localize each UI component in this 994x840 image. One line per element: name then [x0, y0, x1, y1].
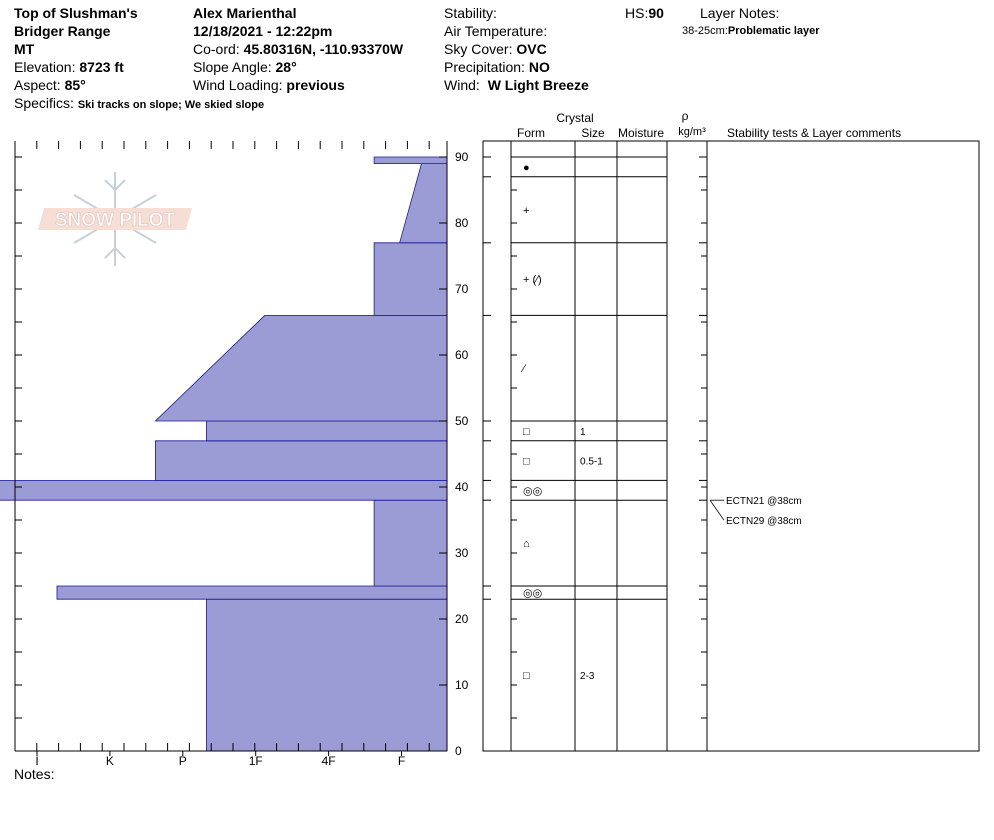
precip-label: Precipitation:: [444, 59, 525, 75]
hardness-layer-3: [0, 479, 448, 501]
hardness-profile: [0, 156, 448, 752]
layer-form-5: □: [523, 456, 530, 468]
x-tick-label: I: [35, 754, 38, 768]
hs: HS:90: [625, 4, 664, 22]
y-tick-label: 40: [455, 480, 469, 494]
coordinates: Co-ord: 45.80316N, -110.93370W: [193, 40, 403, 58]
slope-value: 28°: [275, 59, 297, 75]
x-tick-label: 4F: [322, 754, 336, 768]
x-tick-label: F: [398, 754, 405, 768]
stability-label: Stability:: [444, 5, 497, 21]
hardness-layer-9: [373, 156, 448, 165]
layer-form-4: □: [523, 426, 530, 438]
logo-banner: [38, 208, 192, 230]
hardness-layer-5: [206, 420, 448, 442]
layer-size-5: 0.5-1: [580, 457, 603, 468]
col-form: Form: [517, 126, 545, 140]
hs-label: HS:: [625, 5, 649, 21]
layer-notes-label: Layer Notes:: [700, 5, 780, 21]
y-tick-label: 60: [455, 348, 469, 362]
location-line2: Bridger Range: [14, 23, 111, 39]
layer-form-1: +: [523, 205, 529, 217]
layer-form-8: ◎◎: [523, 588, 542, 600]
elevation: Elevation: 8723 ft: [14, 58, 124, 76]
col-stability: Stability tests & Layer comments: [727, 126, 901, 140]
aspect: Aspect: 85°: [14, 76, 86, 94]
hardness-layer-6: [154, 314, 448, 422]
hs-value: 90: [648, 5, 664, 21]
layer-form-6: ◎◎: [523, 485, 542, 497]
wind: Wind: W Light Breeze: [444, 76, 589, 94]
sky-value: OVC: [516, 41, 547, 57]
layer-note: 38-25cm:Problematic layer: [682, 22, 820, 40]
precipitation: Precipitation: NO: [444, 58, 550, 76]
y-tick-label: 20: [455, 612, 469, 626]
wind-label: Wind:: [444, 77, 480, 93]
x-tick-label: K: [106, 754, 114, 768]
specifics-value: Ski tracks on slope; We skied slope: [77, 99, 265, 111]
stability-test-1: ECTN29 @38cm: [726, 516, 802, 527]
layer-table: ● + + (⁄) ⁄ □ 1 □ 0.5-1 ◎◎ ⌂ ◎◎ □ 2-3 ECTN21 @38cm ECT…: [482, 140, 980, 752]
hardness-layer-0: [206, 598, 448, 752]
observer: Alex Marienthal: [193, 5, 297, 21]
elevation-value: 8723 ft: [79, 59, 124, 75]
col-moisture: Moisture: [618, 126, 664, 140]
stability-arrow-1: [709, 499, 725, 521]
aspect-value: 85°: [64, 77, 86, 93]
snowpilot-logo: SNOW PILOT: [38, 172, 192, 266]
layer-note-range: 38-25cm:: [682, 25, 728, 37]
slope-angle: Slope Angle: 28°: [193, 58, 297, 76]
layer-size-4: 1: [580, 427, 586, 438]
logo-text: SNOW PILOT: [55, 210, 176, 231]
layer-form-9: □: [523, 670, 530, 682]
layer-form-0: ●: [523, 162, 530, 174]
stability-test-0: ECTN21 @38cm: [726, 496, 802, 507]
aspect-label: Aspect:: [14, 77, 61, 93]
col-crystal: Crystal: [556, 111, 593, 125]
y-tick-label: 80: [455, 216, 469, 230]
location-line1: Top of Slushman's: [14, 5, 138, 21]
y-tick-label: 0: [455, 744, 462, 758]
chart-axes: 0 10 20 30 40 50 60 70 80 90 I K P 1F 4F F: [14, 141, 469, 768]
coord-value: 45.80316N, -110.93370W: [243, 41, 404, 57]
layer-form-3: ⁄: [520, 363, 527, 375]
layer-form-7: ⌂: [523, 538, 530, 550]
layer-form-2: + (⁄): [523, 274, 542, 286]
x-tick-label: 1F: [249, 754, 263, 768]
sky-cover: Sky Cover: OVC: [444, 40, 547, 58]
y-tick-label: 10: [455, 678, 469, 692]
datetime: 12/18/2021 - 12:22pm: [193, 23, 333, 39]
x-tick-label: P: [179, 754, 187, 768]
layer-size-9: 2-3: [580, 671, 595, 682]
wind-value: W Light Breeze: [487, 77, 589, 93]
air-temp-label: Air Temperature:: [444, 23, 548, 39]
col-size: Size: [581, 126, 605, 140]
y-tick-label: 50: [455, 414, 469, 428]
specifics-label: Specifics:: [14, 95, 74, 111]
y-tick-label: 90: [455, 150, 469, 164]
sky-label: Sky Cover:: [444, 41, 513, 57]
y-tick-label: 70: [455, 282, 469, 296]
wind-loading-label: Wind Loading:: [193, 77, 283, 93]
layer-note-text: Problematic layer: [727, 25, 820, 37]
hardness-layer-2: [373, 499, 448, 587]
coord-label: Co-ord:: [193, 41, 240, 57]
y-tick-label: 30: [455, 546, 469, 560]
table-frame: [482, 140, 980, 752]
wind-loading-value: previous: [286, 77, 345, 93]
elevation-label: Elevation:: [14, 59, 76, 75]
hardness-layer-8: [399, 163, 448, 244]
hardness-layer-7: [373, 242, 448, 316]
slope-label: Slope Angle:: [193, 59, 272, 75]
wind-loading: Wind Loading: previous: [193, 76, 345, 94]
hardness-layer-4: [154, 440, 448, 481]
col-rho: ρ: [682, 109, 689, 123]
col-density-unit: kg/m³: [678, 126, 706, 138]
notes-label: Notes:: [14, 766, 55, 782]
specifics: Specifics: Ski tracks on slope; We skied…: [14, 94, 264, 114]
hardness-layer-1: [56, 585, 448, 600]
precip-value: NO: [528, 59, 550, 75]
state: MT: [14, 41, 35, 57]
